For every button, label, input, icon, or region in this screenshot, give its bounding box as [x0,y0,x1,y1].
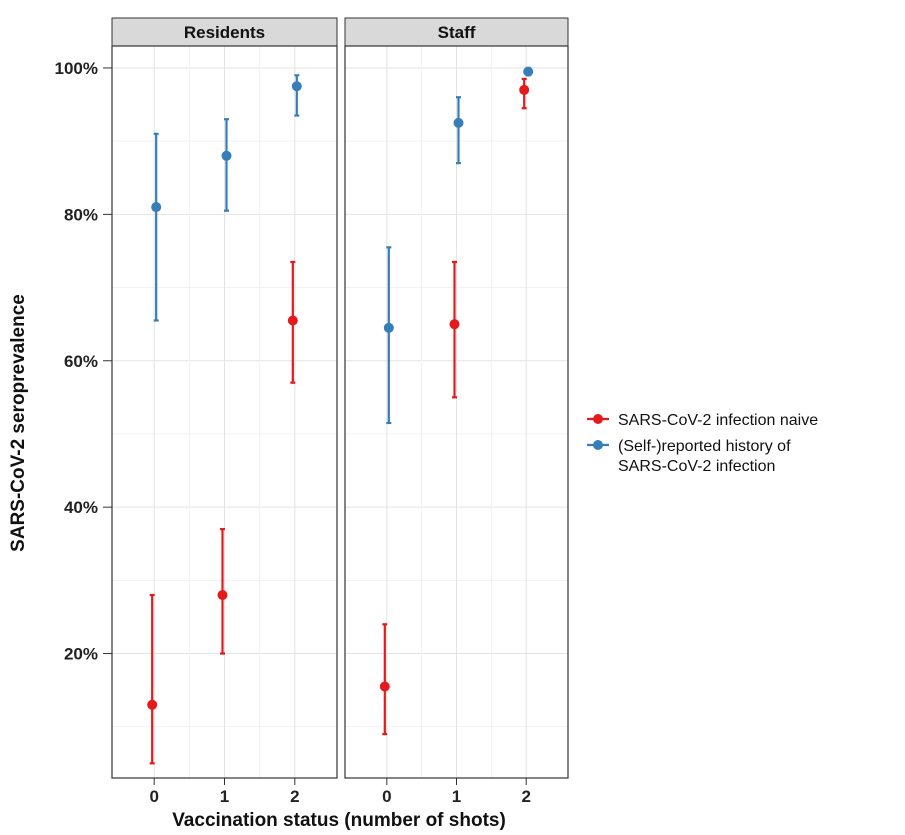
legend-item: SARS-CoV-2 infection naive [587,412,818,429]
data-point [221,150,232,161]
data-point [449,319,460,330]
facet-strip [111,17,338,47]
legend-key-point [593,414,603,424]
legend: SARS-CoV-2 infection naive (Self-)reporte… [587,412,818,475]
data-point [151,202,162,213]
x-tick-label: 1 [220,787,229,806]
data-point [453,117,464,128]
facet-strip-label: Staff [438,23,476,42]
data-point [379,681,390,692]
facet-panel-staff: Staff 0 1 2 [344,17,569,806]
y-tick-label: 60% [64,352,98,371]
legend-label: SARS-CoV-2 infection naive [618,412,818,429]
data-point [291,81,302,92]
x-tick-label: 0 [382,787,391,806]
legend-label: (Self-)reported history of [618,438,791,455]
x-tick-label: 2 [290,787,299,806]
x-axis-title: Vaccination status (number of shots) [172,810,506,831]
y-axis-ticks: 20% 40% 60% 80% 100% [55,59,112,664]
y-tick-label: 80% [64,205,98,224]
legend-label: SARS-CoV-2 infection [618,458,775,475]
y-tick-label: 100% [55,59,98,78]
y-tick-label: 40% [64,498,98,517]
data-point [147,699,158,710]
x-tick-label: 2 [521,787,530,806]
y-tick-label: 20% [64,645,98,664]
facet-strip-label: Residents [184,23,265,42]
data-point [383,322,394,333]
x-tick-label: 1 [452,787,461,806]
facet-panel-residents: Residents 0 1 2 [111,17,338,806]
panel-border [344,45,569,779]
panel-border [111,45,338,779]
legend-item: (Self-)reported history of SARS-CoV-2 inf… [587,438,791,475]
y-axis-title: SARS-CoV-2 seroprevalence [8,294,29,552]
legend-key-point [593,440,603,450]
data-point [217,590,228,600]
data-point [523,66,534,77]
facet-panels: Residents 0 1 2 Staff 0 1 2 [111,17,569,806]
facet-strip [344,17,569,47]
data-point [287,315,298,326]
x-tick-label: 0 [149,787,158,806]
data-point [519,84,530,95]
